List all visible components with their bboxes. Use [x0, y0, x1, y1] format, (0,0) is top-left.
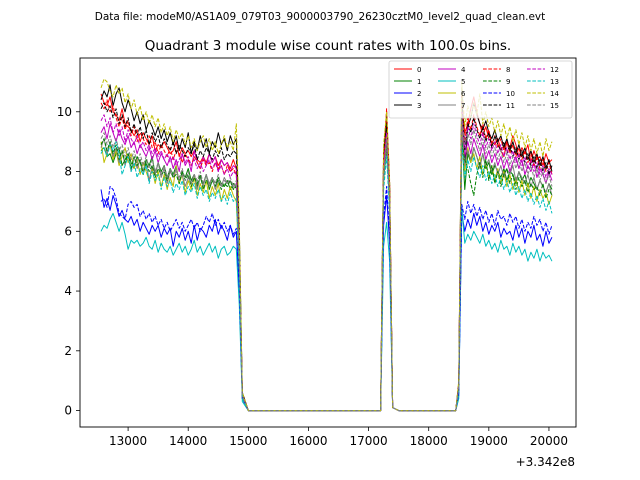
suptitle: Data file: modeM0/AS1A09_079T03_90000037…	[95, 11, 546, 23]
legend-label-15: 15	[550, 102, 559, 110]
series-layer	[100, 78, 553, 412]
legend-label-12: 12	[550, 66, 559, 74]
legend-label-9: 9	[506, 78, 510, 86]
y-tick-label: 4	[64, 284, 72, 298]
y-tick-label: 10	[57, 105, 72, 119]
axes-frame	[79, 57, 577, 428]
legend-label-6: 6	[461, 90, 466, 98]
legend-label-7: 7	[461, 102, 465, 110]
x-tick-label: 19000	[470, 434, 508, 448]
chart-title: Quadrant 3 module wise count rates with …	[145, 38, 511, 54]
legend-label-5: 5	[461, 78, 465, 86]
legend-label-3: 3	[417, 102, 421, 110]
series-line-9	[100, 138, 553, 412]
x-offset-label: +3.342e8	[516, 455, 575, 469]
y-tick-label: 6	[64, 224, 72, 238]
y-tick-label: 0	[64, 404, 72, 418]
x-tick-label: 18000	[410, 434, 448, 448]
legend-label-1: 1	[417, 78, 421, 86]
legend-label-8: 8	[506, 66, 510, 74]
series-line-14	[100, 78, 553, 412]
legend-label-2: 2	[417, 90, 421, 98]
legend-label-10: 10	[506, 90, 515, 98]
legend-label-14: 14	[550, 90, 559, 98]
legend-label-0: 0	[417, 66, 421, 74]
x-tick-label: 16000	[289, 434, 327, 448]
y-axis: 0 2 4 6 8 10	[57, 105, 80, 418]
legend-label-4: 4	[461, 66, 466, 74]
x-axis: 13000 14000 15000 16000 17000 18000 19000 20000	[109, 427, 568, 448]
series-line-15	[100, 117, 553, 412]
x-tick-label: 17000	[349, 434, 387, 448]
x-tick-label: 20000	[530, 434, 568, 448]
y-tick-label: 2	[64, 344, 72, 358]
x-tick-label: 13000	[109, 434, 147, 448]
legend-frame	[388, 60, 573, 119]
x-tick-label: 15000	[229, 434, 267, 448]
x-tick-label: 14000	[169, 434, 207, 448]
y-tick-label: 8	[64, 165, 72, 179]
legend-label-11: 11	[506, 102, 515, 110]
legend-label-13: 13	[550, 78, 559, 86]
